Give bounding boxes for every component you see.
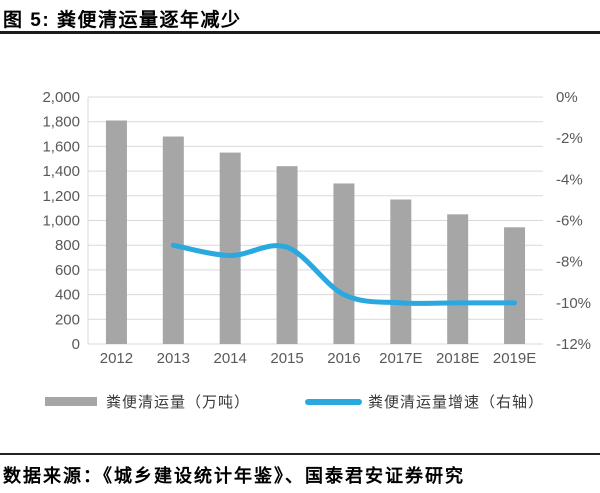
right-axis-tick: -4% <box>556 171 583 188</box>
x-axis-tick: 2015 <box>270 350 303 367</box>
bar <box>219 152 241 344</box>
line-series-swatch <box>305 398 362 405</box>
chart-canvas: 2,000 1,800 1,600 1,400 1,200 1,000 800 600 400 2… <box>42 89 591 367</box>
x-axis-tick: 2018E <box>436 350 479 367</box>
bar <box>162 136 184 344</box>
legend-label-bar: 粪便清运量（万吨） <box>106 394 251 411</box>
legend-item-line: 粪便清运量增速（右轴） <box>305 391 544 412</box>
bar <box>333 183 355 344</box>
x-axis-tick: 2019E <box>493 350 536 367</box>
right-axis-tick: -6% <box>556 213 583 230</box>
data-source: 数据来源：《城乡建设统计年鉴》、国泰君安证券研究 <box>3 466 465 486</box>
x-axis-tick: 2016 <box>327 350 360 367</box>
right-axis-tick: -2% <box>556 130 583 147</box>
right-axis-tick: 0% <box>556 89 578 106</box>
left-axis-tick: 1,400 <box>42 163 80 180</box>
bar <box>504 227 526 344</box>
right-axis-tick: -10% <box>556 295 591 312</box>
left-axis-tick: 400 <box>55 287 80 304</box>
bar <box>447 214 469 344</box>
left-axis-tick: 1,600 <box>42 138 80 155</box>
bar <box>390 199 412 344</box>
chart-area: 2,000 1,800 1,600 1,400 1,200 1,000 800 600 400 2… <box>0 85 600 375</box>
left-axis-tick: 1,800 <box>42 114 80 131</box>
source-divider <box>0 453 600 455</box>
left-axis-tick: 1,000 <box>42 213 80 230</box>
x-axis-tick: 2014 <box>214 350 247 367</box>
left-axis-tick: 200 <box>55 311 80 328</box>
bar <box>105 120 127 344</box>
left-axis-tick: 800 <box>55 237 80 254</box>
right-axis-tick: -8% <box>556 254 583 271</box>
chart-legend: 粪便清运量（万吨） 粪便清运量增速（右轴） <box>0 391 600 413</box>
right-axis-tick: -12% <box>556 336 591 353</box>
x-axis-tick: 2017E <box>379 350 422 367</box>
left-axis-tick: 1,200 <box>42 188 80 205</box>
figure-title: 图 5: 粪便清运量逐年减少 <box>3 10 242 31</box>
left-axis-tick: 600 <box>55 262 80 279</box>
left-axis-tick: 0 <box>72 336 80 353</box>
left-axis-tick: 2,000 <box>42 89 80 106</box>
x-axis-tick: 2013 <box>157 350 190 367</box>
legend-label-line: 粪便清运量增速（右轴） <box>368 394 545 411</box>
header-rule <box>0 31 600 34</box>
bar <box>276 166 298 344</box>
growth-rate-line <box>170 242 518 306</box>
bar-series-swatch <box>45 397 97 406</box>
x-axis-tick: 2012 <box>100 350 133 367</box>
legend-item-bar: 粪便清运量（万吨） <box>45 391 250 412</box>
figure-header: 图 5: 粪便清运量逐年减少 <box>0 0 600 31</box>
